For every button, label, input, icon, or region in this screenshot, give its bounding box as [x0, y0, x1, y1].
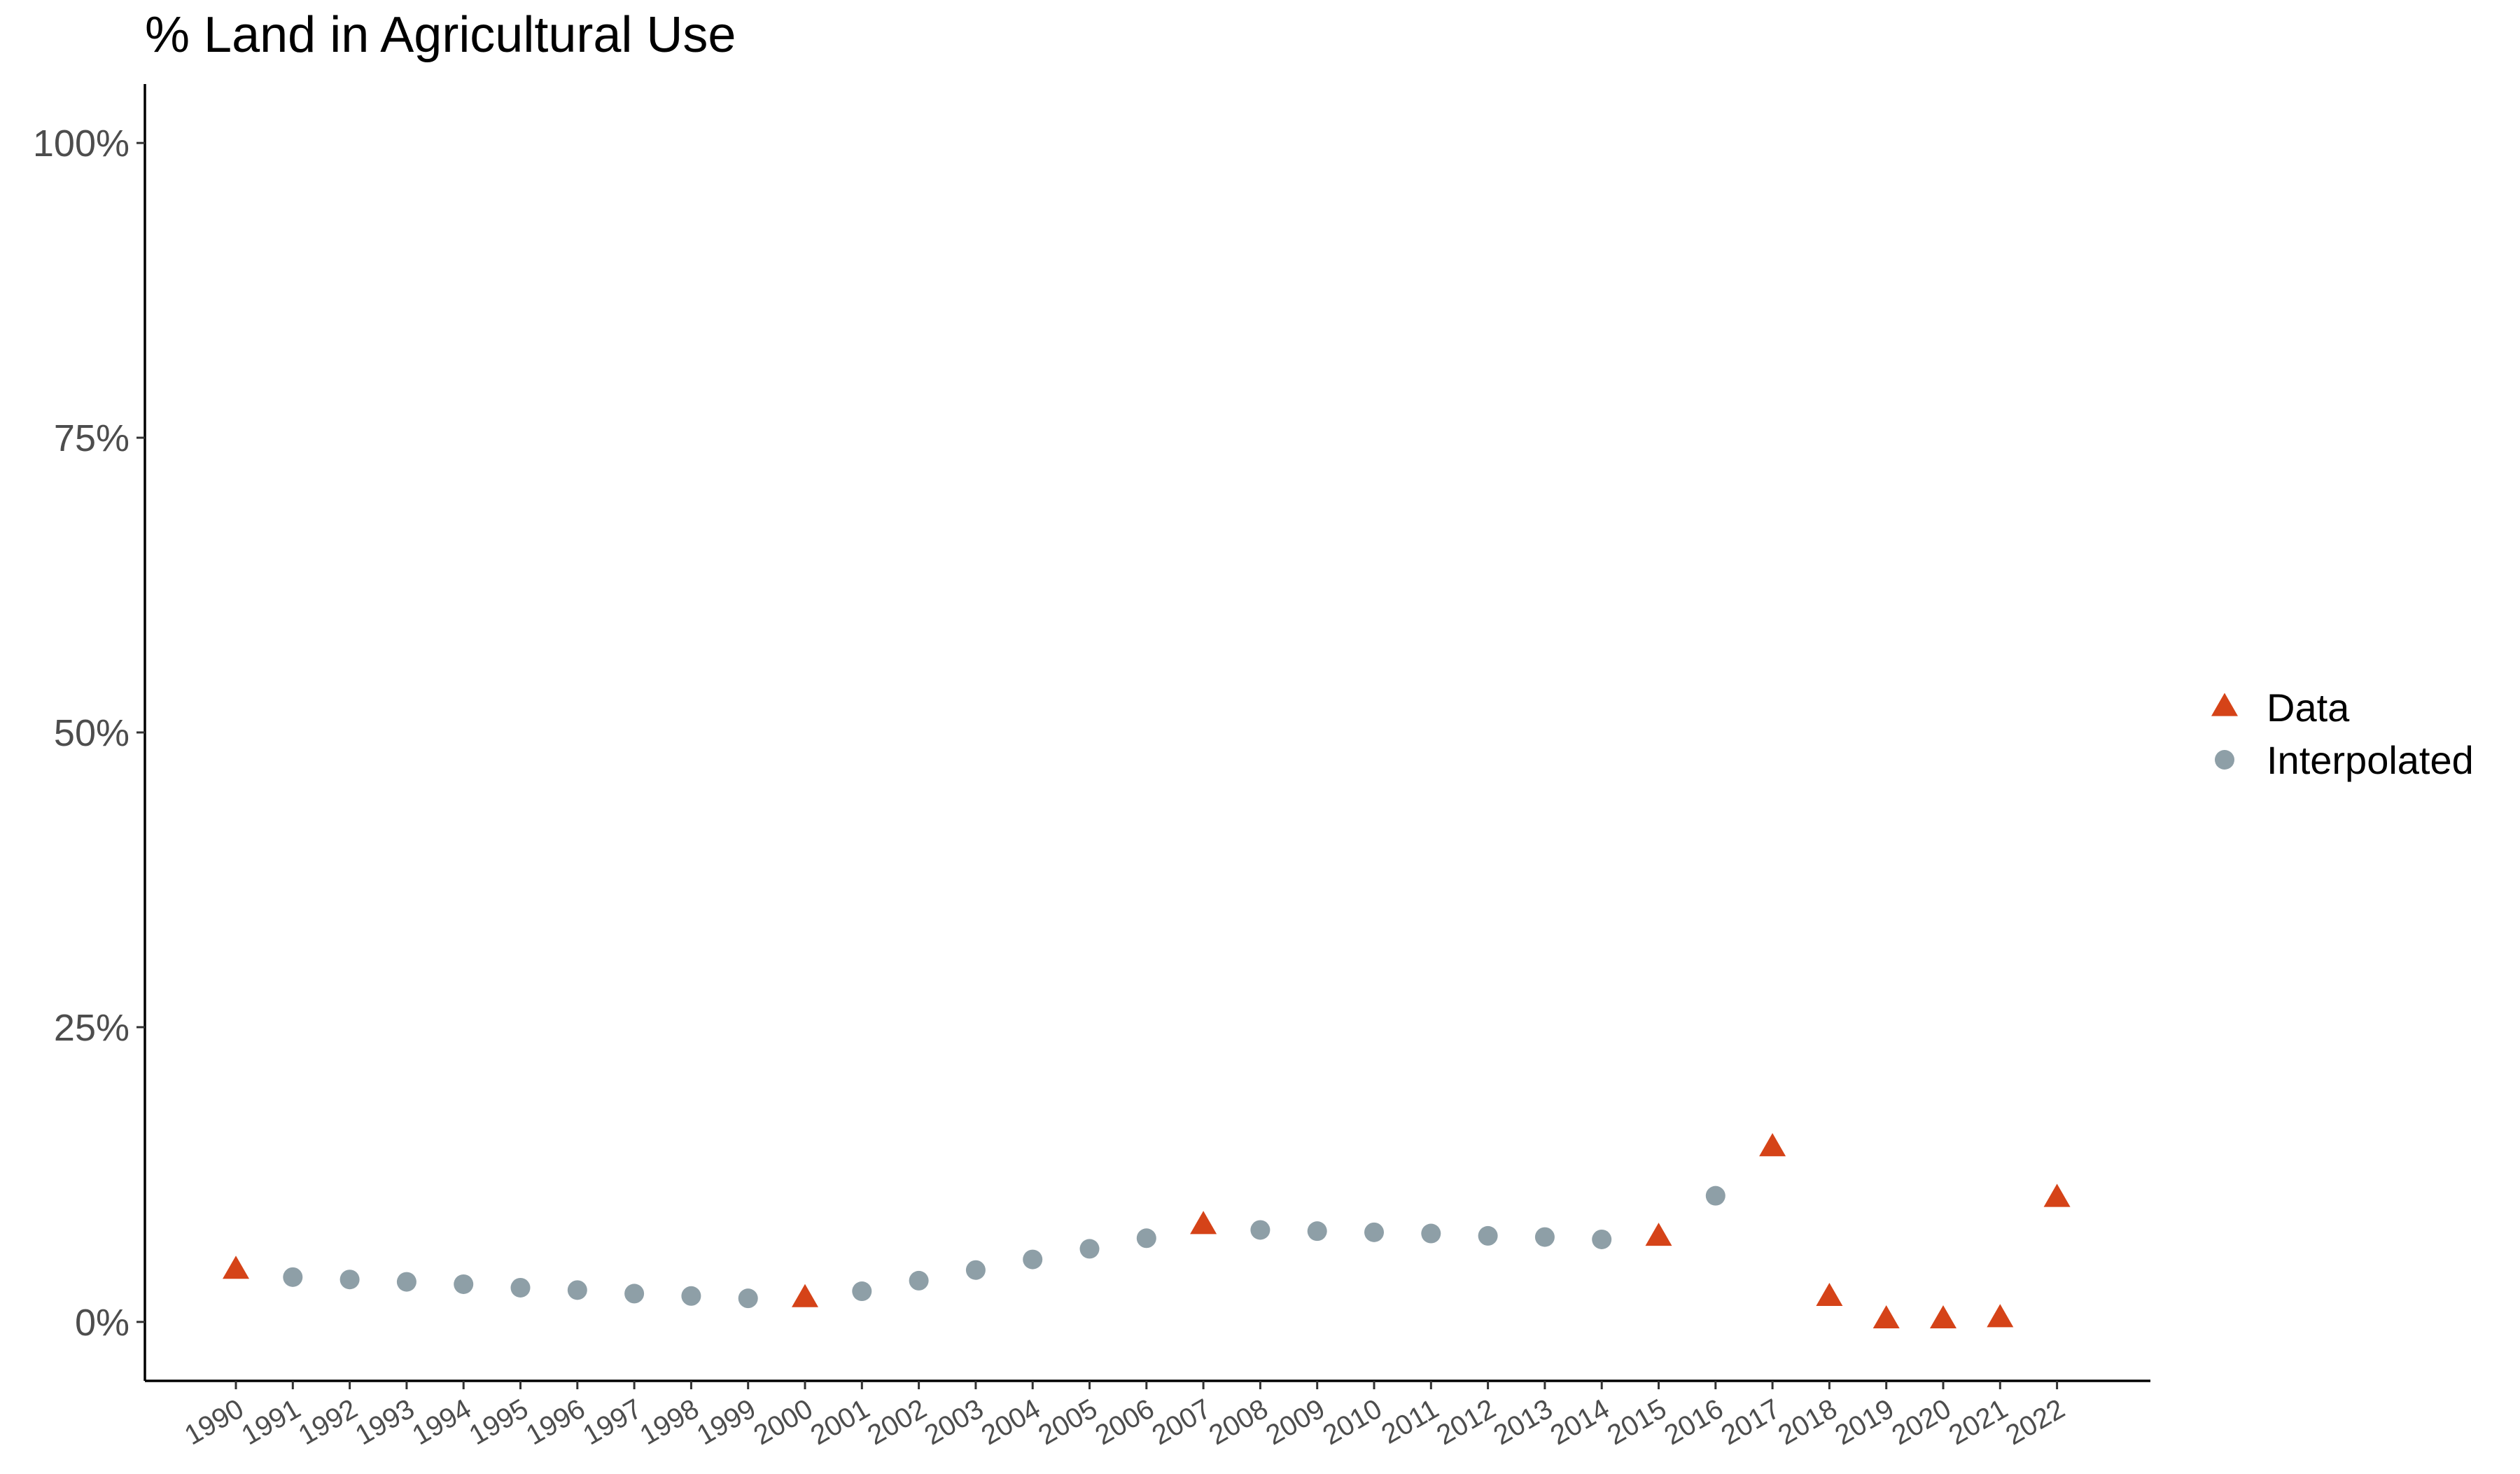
data-point-circle [1534, 1227, 1555, 1247]
data-point-circle [681, 1286, 701, 1306]
y-tick-label: 50% [54, 712, 130, 754]
x-tick-label: 2017 [1716, 1393, 1786, 1452]
x-tick-label: 1993 [350, 1393, 419, 1452]
series-data [223, 1133, 2071, 1329]
x-tick-label: 1990 [179, 1393, 248, 1452]
y-tick-label: 0% [75, 1302, 130, 1344]
y-tick-label: 25% [54, 1007, 130, 1049]
data-marks [223, 1133, 2071, 1329]
data-point-circle [1307, 1221, 1327, 1242]
x-tick-label: 2013 [1488, 1393, 1558, 1452]
data-point-triangle [1930, 1305, 1956, 1329]
data-point-circle [396, 1272, 416, 1292]
x-tick-label: 2010 [1317, 1393, 1387, 1452]
data-point-circle [1421, 1223, 1441, 1244]
data-point-triangle [223, 1256, 249, 1279]
x-tick-label: 1995 [464, 1393, 533, 1452]
legend-label: Data [2267, 686, 2350, 730]
x-tick-label: 2009 [1261, 1393, 1330, 1452]
data-point-circle [567, 1280, 587, 1300]
data-point-triangle [1645, 1223, 1672, 1246]
legend: Data Interpolated [2211, 686, 2474, 782]
x-tick-label: 2006 [1090, 1393, 1159, 1452]
data-point-circle [738, 1288, 758, 1309]
x-tick-label: 2014 [1546, 1393, 1615, 1452]
x-tick-label: 2016 [1659, 1393, 1728, 1452]
x-tick-label: 2020 [1886, 1393, 1956, 1452]
x-tick-label: 1996 [521, 1393, 590, 1452]
x-tick-label: 2011 [1376, 1393, 1443, 1450]
data-point-circle [965, 1260, 986, 1280]
x-tick-label: 2002 [862, 1393, 932, 1452]
data-point-triangle [1872, 1305, 1900, 1329]
data-point-circle [1478, 1225, 1498, 1246]
x-tick-label: 2005 [1033, 1393, 1102, 1452]
x-tick-label: 2021 [1944, 1393, 2013, 1452]
x-tick-label: 1999 [692, 1393, 761, 1452]
x-tick-label: 2004 [976, 1393, 1046, 1452]
x-tick-label: 2008 [1204, 1393, 1273, 1452]
data-point-circle [1250, 1220, 1270, 1240]
x-tick-label: 1998 [635, 1393, 704, 1452]
x-tick-label: 2022 [2001, 1393, 2070, 1452]
x-tick-label: 2019 [1830, 1393, 1899, 1452]
legend-key-circle [2215, 750, 2234, 770]
x-tick-label: 1997 [578, 1393, 648, 1452]
y-tick-label: 100% [33, 123, 130, 165]
chart-title: % Land in Agricultural Use [145, 7, 736, 63]
data-point-triangle [1190, 1211, 1217, 1235]
series-interpolated [283, 1186, 1726, 1309]
x-tick-label: 2018 [1773, 1393, 1842, 1452]
data-point-circle [1364, 1222, 1384, 1242]
x-tick-label: 2000 [748, 1393, 818, 1452]
x-tick-label: 1994 [407, 1393, 477, 1452]
x-tick-label: 2003 [919, 1393, 988, 1452]
data-point-circle [909, 1270, 929, 1291]
data-point-triangle [1816, 1282, 1843, 1307]
data-point-circle [624, 1284, 645, 1304]
data-point-triangle [1987, 1304, 2014, 1328]
x-tick-label: 1992 [293, 1393, 363, 1452]
x-tick-label: 2007 [1147, 1393, 1217, 1452]
x-tick-label: 2001 [806, 1393, 875, 1452]
data-point-circle [510, 1277, 531, 1298]
data-point-circle [1023, 1249, 1043, 1270]
x-tick-label: 2012 [1432, 1393, 1501, 1452]
x-tick-label: 1991 [237, 1393, 306, 1452]
x-tick-label: 2015 [1602, 1393, 1672, 1452]
data-point-triangle [792, 1284, 818, 1307]
data-point-circle [283, 1267, 303, 1287]
y-tick-label: 75% [54, 417, 130, 459]
legend-key-triangle [2211, 693, 2238, 716]
data-point-circle [1079, 1239, 1100, 1259]
data-point-circle [454, 1274, 474, 1294]
legend-label: Interpolated [2267, 738, 2474, 782]
data-point-circle [1592, 1229, 1612, 1249]
data-point-circle [852, 1281, 872, 1302]
data-point-circle [1705, 1186, 1726, 1206]
data-point-triangle [2043, 1183, 2071, 1207]
data-point-triangle [1759, 1133, 1786, 1157]
data-point-circle [340, 1270, 360, 1290]
data-point-circle [1136, 1228, 1156, 1249]
